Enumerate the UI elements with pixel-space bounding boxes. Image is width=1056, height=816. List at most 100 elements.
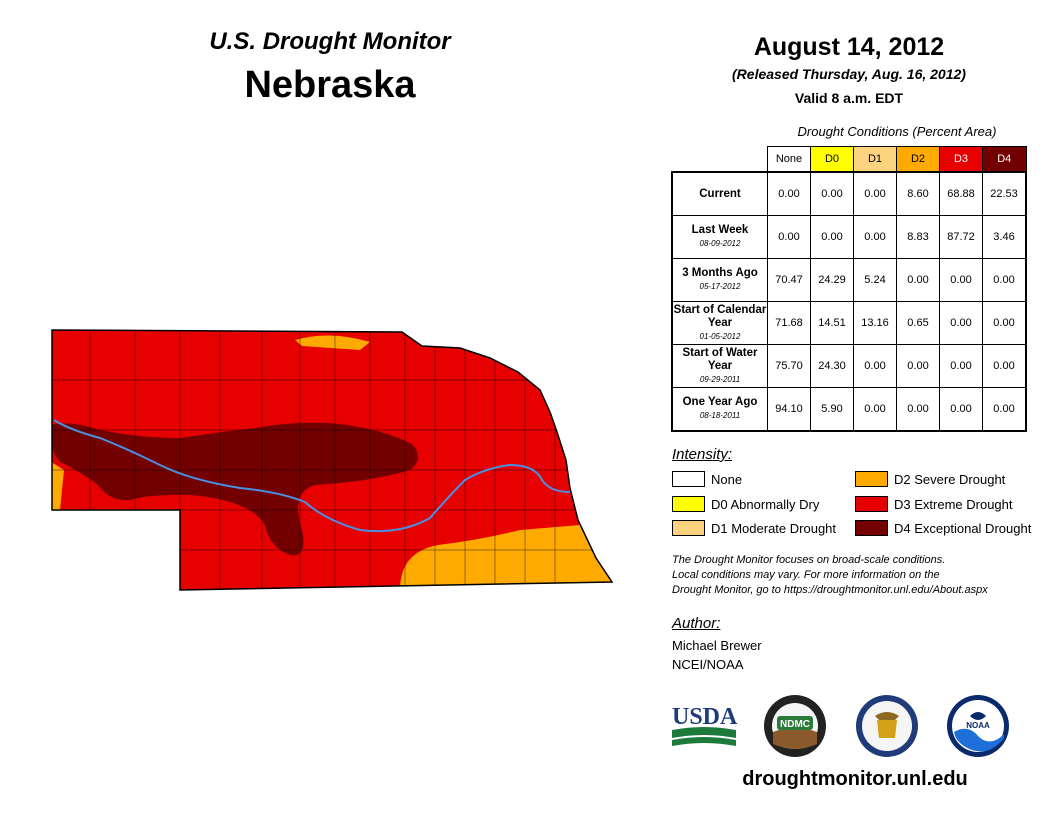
- legend-d2: D2 Severe Drought: [855, 471, 1005, 487]
- row-date: 01-05-2012: [699, 331, 741, 341]
- table-cell: 13.16: [853, 301, 897, 345]
- table-cell: 0.00: [939, 344, 983, 388]
- table-cell: 0.00: [767, 171, 811, 216]
- table-cell: 68.88: [939, 171, 983, 216]
- table-cell: 87.72: [939, 215, 983, 259]
- row-label-text: Last Week: [691, 224, 749, 236]
- platte-river: [53, 419, 571, 533]
- table-row: Last Week 08-09-2012 0.00 0.00 0.00 8.83 87.72…: [671, 215, 1027, 259]
- col-none: None: [767, 146, 811, 173]
- table-cell: 0.00: [939, 258, 983, 302]
- table-cell: 0.00: [810, 171, 854, 216]
- row-date: 08-09-2012: [699, 239, 741, 248]
- legend-swatch: [672, 496, 705, 512]
- row-label-text: Start of Water Year: [682, 346, 758, 372]
- legend-label: D4 Exceptional Drought: [894, 520, 1032, 536]
- table-cell: 94.10: [767, 387, 811, 432]
- legend-swatch: [855, 520, 888, 536]
- table-cell: 0.00: [982, 258, 1027, 302]
- table-cell: 0.00: [939, 387, 983, 432]
- row-label: Start of Calendar Year 01-05-2012: [671, 301, 768, 345]
- col-d4: D4: [982, 146, 1027, 173]
- table-cell: 0.00: [853, 344, 897, 388]
- note-line: Drought Monitor, go to https://droughtmo…: [672, 584, 988, 596]
- drought-conditions-table: None D0 D1 D2 D3 D4 Current 0.00 0.00 0.00 8…: [671, 146, 1027, 432]
- author-name: Michael Brewer: [672, 638, 762, 653]
- table-cell: 8.60: [896, 171, 940, 216]
- legend-swatch: [672, 520, 705, 536]
- row-label: Start of Water Year 09-29-2011: [671, 344, 768, 388]
- table-cell: 0.00: [853, 171, 897, 216]
- table-cell: 0.00: [896, 344, 940, 388]
- intensity-heading: Intensity:: [672, 446, 733, 463]
- usda-logo: USDA: [672, 704, 738, 746]
- legend-swatch: [672, 471, 705, 487]
- ndmc-logo-text: NDMC: [780, 719, 810, 730]
- table-cell: 24.29: [810, 258, 854, 302]
- row-label-text: One Year Ago: [682, 396, 758, 408]
- legend-d4: D4 Exceptional Drought: [855, 520, 1031, 536]
- table-cell: 22.53: [982, 171, 1027, 216]
- table-cell: 0.00: [982, 387, 1027, 432]
- row-label: Current: [671, 171, 768, 216]
- legend-d3: D3 Extreme Drought: [855, 496, 1013, 512]
- d2-southeast-area: [400, 525, 612, 590]
- usda-logo-text: USDA: [672, 704, 738, 730]
- author-org: NCEI/NOAA: [672, 657, 744, 672]
- row-label: 3 Months Ago 05-17-2012: [671, 258, 768, 302]
- commerce-seal-logo: [856, 695, 918, 757]
- state-outline: [51, 329, 614, 591]
- row-label-text: Start of Calendar Year: [673, 303, 767, 329]
- table-cell: 0.00: [853, 215, 897, 259]
- row-date: 05-17-2012: [699, 282, 741, 291]
- legend-swatch: [855, 496, 888, 512]
- table-cell: 8.83: [896, 215, 940, 259]
- row-label-text: Current: [699, 187, 741, 200]
- table-caption: Drought Conditions (Percent Area): [797, 124, 997, 139]
- d2-north-area: [295, 335, 370, 350]
- legend-d1: D1 Moderate Drought: [672, 520, 836, 536]
- table-cell: 5.24: [853, 258, 897, 302]
- row-label: One Year Ago 08-18-2011: [671, 387, 768, 432]
- disclaimer-note: The Drought Monitor focuses on broad-sca…: [672, 553, 1042, 598]
- col-d0: D0: [810, 146, 854, 173]
- table-cell: 0.00: [982, 301, 1027, 345]
- table-cell: 0.00: [853, 387, 897, 432]
- legend-none: None: [672, 471, 742, 487]
- table-row: Current 0.00 0.00 0.00 8.60 68.88 22.53: [671, 171, 1027, 216]
- col-d2: D2: [896, 146, 940, 173]
- county-boundaries: [52, 330, 612, 590]
- report-date: August 14, 2012: [753, 33, 945, 61]
- table-cell: 0.00: [939, 301, 983, 345]
- legend-d0: D0 Abnormally Dry: [672, 496, 819, 512]
- site-url[interactable]: droughtmonitor.unl.edu: [742, 768, 968, 790]
- table-row: 3 Months Ago 05-17-2012 70.47 24.29 5.24 0.00…: [671, 258, 1027, 302]
- nebraska-drought-map: [51, 329, 614, 591]
- table-cell: 70.47: [767, 258, 811, 302]
- table-row: Start of Water Year 09-29-2011 75.70 24.30 0…: [671, 344, 1027, 388]
- row-date: 09-29-2011: [699, 374, 741, 384]
- noaa-logo: NOAA: [947, 695, 1009, 757]
- legend-label: D1 Moderate Drought: [711, 520, 837, 536]
- table-cell: 0.65: [896, 301, 940, 345]
- legend-label: D0 Abnormally Dry: [711, 496, 820, 512]
- col-d1: D1: [853, 146, 897, 173]
- table-cell: 0.00: [767, 215, 811, 259]
- row-date: 08-18-2011: [699, 411, 741, 420]
- table-cell: 5.90: [810, 387, 854, 432]
- row-label-text: 3 Months Ago: [682, 267, 758, 279]
- map-title: U.S. Drought Monitor: [209, 28, 451, 55]
- table-cell: 3.46: [982, 215, 1027, 259]
- row-label: Last Week 08-09-2012: [671, 215, 768, 259]
- valid-time: Valid 8 a.m. EDT: [794, 90, 904, 106]
- legend-label: D2 Severe Drought: [894, 471, 1006, 487]
- release-date: (Released Thursday, Aug. 16, 2012): [732, 66, 966, 82]
- table-cell: 0.00: [982, 344, 1027, 388]
- table-cell: 71.68: [767, 301, 811, 345]
- ndmc-logo: NDMC: [764, 695, 826, 757]
- noaa-logo-text: NOAA: [966, 721, 990, 730]
- author-heading: Author:: [672, 615, 721, 632]
- note-line: The Drought Monitor focuses on broad-sca…: [672, 554, 946, 566]
- table-cell: 0.00: [896, 387, 940, 432]
- legend-swatch: [855, 471, 888, 487]
